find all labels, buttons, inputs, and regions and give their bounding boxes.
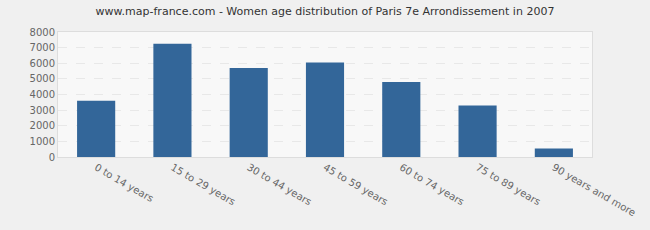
svg-text:0 to 14 years: 0 to 14 years bbox=[93, 162, 156, 205]
svg-text:0: 0 bbox=[49, 152, 55, 163]
svg-text:3000: 3000 bbox=[30, 105, 55, 116]
svg-text:60 to 74 years: 60 to 74 years bbox=[398, 162, 466, 208]
svg-text:75 to 89 years: 75 to 89 years bbox=[474, 162, 542, 208]
svg-text:1000: 1000 bbox=[30, 136, 55, 147]
svg-text:30 to 44 years: 30 to 44 years bbox=[245, 162, 313, 208]
svg-text:7000: 7000 bbox=[30, 42, 55, 53]
svg-text:15 to 29 years: 15 to 29 years bbox=[169, 162, 237, 208]
svg-text:2000: 2000 bbox=[30, 120, 55, 131]
svg-text:45 to 59 years: 45 to 59 years bbox=[322, 162, 390, 208]
svg-text:8000: 8000 bbox=[30, 27, 55, 38]
svg-text:6000: 6000 bbox=[30, 58, 55, 69]
svg-text:90 years and more: 90 years and more bbox=[550, 162, 637, 219]
svg-text:4000: 4000 bbox=[30, 89, 55, 100]
svg-text:5000: 5000 bbox=[30, 73, 55, 84]
svg-text:www.map-france.com - Women age: www.map-france.com - Women age distribut… bbox=[96, 5, 555, 18]
